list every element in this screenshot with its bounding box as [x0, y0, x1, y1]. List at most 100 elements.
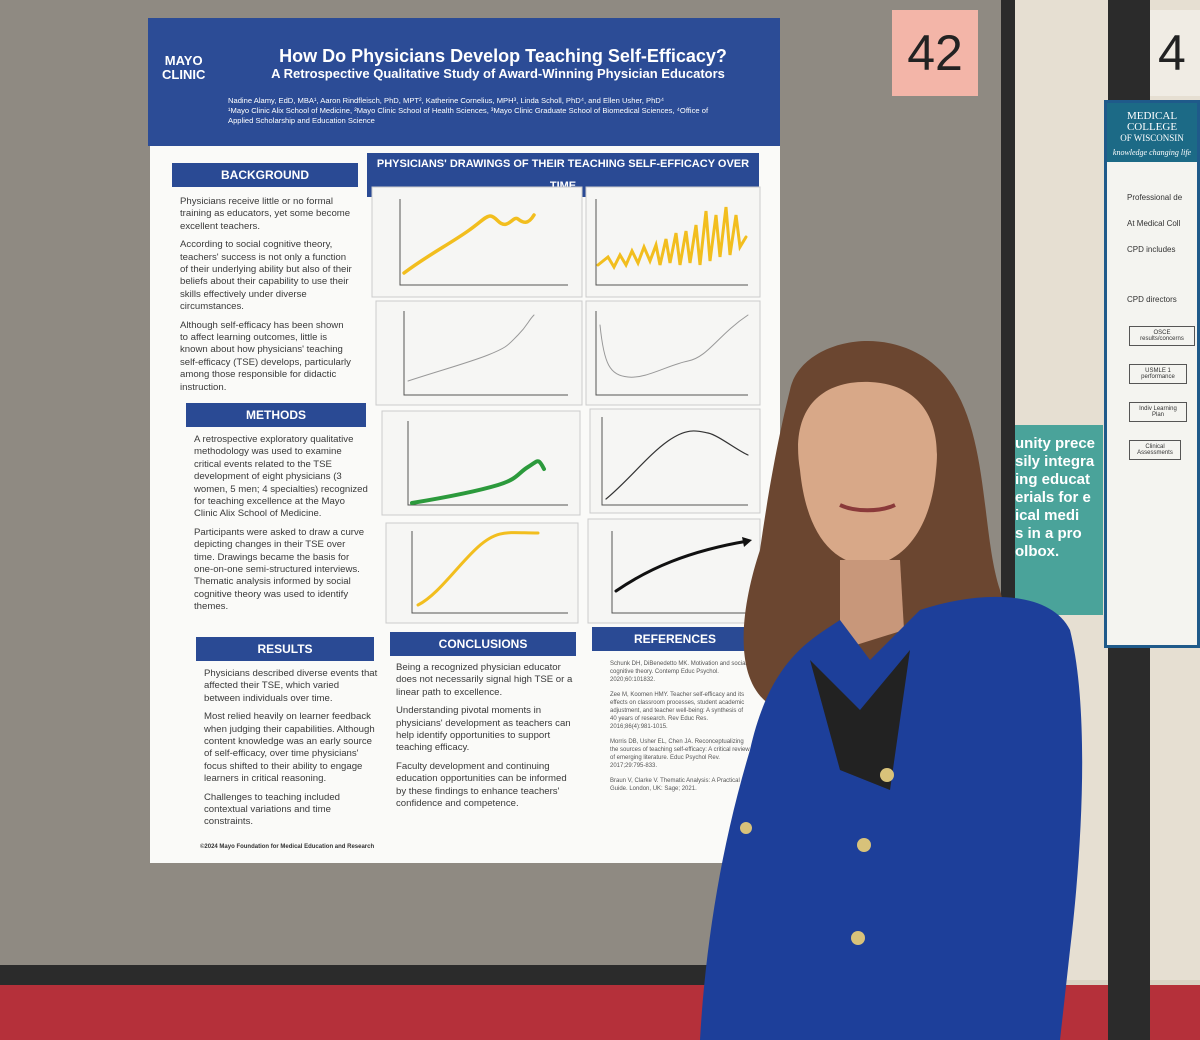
drawing-curve: [402, 213, 536, 275]
side-tagline: knowledge changing life: [1112, 148, 1192, 157]
paragraph: Physicians described diverse events that…: [204, 668, 378, 704]
conclusions-text: Being a recognized physician educator do…: [396, 662, 576, 816]
reference: Zee M, Koomen HMY. Teacher self-efficacy…: [610, 692, 745, 730]
top: [810, 650, 910, 790]
section-heading: REFERENCES: [592, 627, 758, 651]
reference: Schunk DH, DiBenedetto MK. Motivation an…: [610, 661, 747, 683]
drawing-panel: [385, 522, 579, 624]
paragraph: Although self-efficacy has been shown to…: [180, 319, 351, 393]
side-box: OSCE results/concerns: [1129, 326, 1195, 346]
poster-footer: ©2024 Mayo Foundation for Medical Educat…: [200, 844, 375, 850]
drawing-curve: [416, 531, 540, 607]
poster-subtitle: A Retrospective Qualitative Study of Awa…: [271, 66, 725, 81]
axis: [403, 311, 568, 396]
axis: [411, 531, 568, 614]
paragraph: Physicians receive little or no formal t…: [180, 196, 351, 232]
axis: [601, 417, 748, 506]
section-heading: BACKGROUND: [172, 163, 358, 187]
arrow-head: [742, 537, 752, 547]
side-box: USMLE 1 performance: [1129, 364, 1187, 384]
axis: [611, 531, 748, 614]
panel-line: sily integra: [1015, 453, 1095, 470]
side-logo: MEDICAL COLLEGE OF WISCONSIN knowledge c…: [1107, 103, 1197, 162]
paragraph: According to social cognitive theory, te…: [180, 239, 352, 313]
drawing-curve: [410, 459, 546, 505]
reference: Morris DB, Usher EL, Chen JA. Reconceptu…: [610, 739, 750, 769]
side-bullet: CPD includes: [1127, 245, 1176, 254]
panel-line: ing educat: [1015, 471, 1091, 488]
side-logo-line: MEDICAL: [1126, 110, 1178, 122]
section-heading: PHYSICIANS' DRAWINGS OF THEIR TEACHING S…: [367, 153, 759, 197]
logo: MAYO CLINIC: [162, 54, 205, 82]
panel-line: erials for e: [1015, 489, 1091, 506]
blazer: [700, 596, 1083, 1040]
drawing-curve: [605, 430, 749, 500]
reference: Braun V, Clarke V. Thematic Analysis: A …: [610, 778, 740, 792]
logo-line: MAYO: [164, 53, 203, 68]
results-text: Physicians described diverse events that…: [204, 668, 378, 835]
drawing-curve: [599, 314, 749, 378]
side-bullet: CPD directors: [1127, 295, 1177, 304]
detail: [740, 822, 752, 834]
drawing-curve: [407, 314, 535, 382]
drawing-panel: [589, 408, 761, 514]
paragraph: Faculty development and continuing educa…: [396, 760, 567, 810]
side-logo-line: OF WISCONSIN: [1120, 133, 1184, 143]
axis: [399, 199, 568, 286]
panel-line: olbox.: [1015, 543, 1060, 560]
neighbor-booth-number: 4: [1150, 10, 1200, 96]
paragraph: Participants were asked to draw a curve …: [194, 526, 365, 613]
background-text: Physicians receive little or no formal t…: [180, 196, 352, 400]
drawing-curve: [596, 206, 748, 271]
paragraph: A retrospective exploratory qualitative …: [194, 434, 368, 520]
green-panel: unity prece sily integra ing educat eria…: [1015, 425, 1103, 615]
lips: [839, 503, 896, 513]
drawing-panel: [585, 300, 761, 406]
side-box: Clinical Assessments: [1129, 440, 1181, 460]
axis: [407, 421, 568, 506]
side-bullet: Professional de: [1127, 193, 1183, 202]
section-heading: METHODS: [186, 403, 366, 427]
detail: [399, 199, 748, 614]
paragraph: Challenges to teaching included contextu…: [204, 791, 341, 828]
person: [700, 341, 1083, 1040]
paragraph: Understanding pivotal moments in physici…: [396, 705, 571, 754]
detail: [880, 768, 894, 782]
detail: [851, 931, 865, 945]
axis: [595, 199, 748, 286]
drawing-panel: [371, 186, 583, 298]
section-heading: CONCLUSIONS: [390, 632, 576, 656]
paragraph: Most relied heavily on learner feedback …: [204, 711, 375, 785]
authors: Nadine Alamy, EdD, MBA¹, Aaron Rindfleis…: [228, 96, 665, 105]
poster-header: MAYO CLINIC How Do Physicians Develop Te…: [148, 18, 780, 146]
detail: [402, 206, 752, 607]
logo-line: CLINIC: [162, 67, 206, 82]
side-boxes: OSCE results/concerns USMLE 1 performanc…: [1107, 306, 1197, 460]
drawing-panel: [375, 300, 583, 406]
methods-text: A retrospective exploratory qualitative …: [194, 434, 368, 620]
booth-number: 42: [892, 10, 978, 96]
face: [798, 381, 937, 566]
affiliations: ¹Mayo Clinic Alix School of Medicine, ²M…: [228, 106, 709, 125]
detail: [857, 838, 871, 852]
section-heading: RESULTS: [196, 637, 374, 661]
panel-line: ical medi: [1015, 507, 1080, 524]
panel-line: unity prece: [1015, 435, 1096, 452]
side-bullets: Professional de At Medical Coll CPD incl…: [1107, 162, 1197, 306]
poster-title: How Do Physicians Develop Teaching Self-…: [279, 46, 727, 66]
side-logo-line: COLLEGE: [1126, 121, 1178, 133]
axis: [595, 311, 748, 396]
side-box: Indiv Learning Plan: [1129, 402, 1187, 422]
side-poster: MEDICAL COLLEGE OF WISCONSIN knowledge c…: [1104, 100, 1200, 648]
drawing-curve: [614, 539, 750, 593]
panel-line: s in a pro: [1015, 525, 1082, 542]
detail: [371, 186, 761, 624]
drawing-panel: [381, 410, 581, 516]
drawings: [371, 186, 761, 624]
paragraph: Being a recognized physician educator do…: [396, 662, 573, 698]
side-bullet: At Medical Coll: [1127, 219, 1181, 228]
references: Schunk DH, DiBenedetto MK. Motivation an…: [600, 660, 750, 800]
neck: [840, 560, 904, 650]
drawing-panel: [587, 518, 761, 624]
